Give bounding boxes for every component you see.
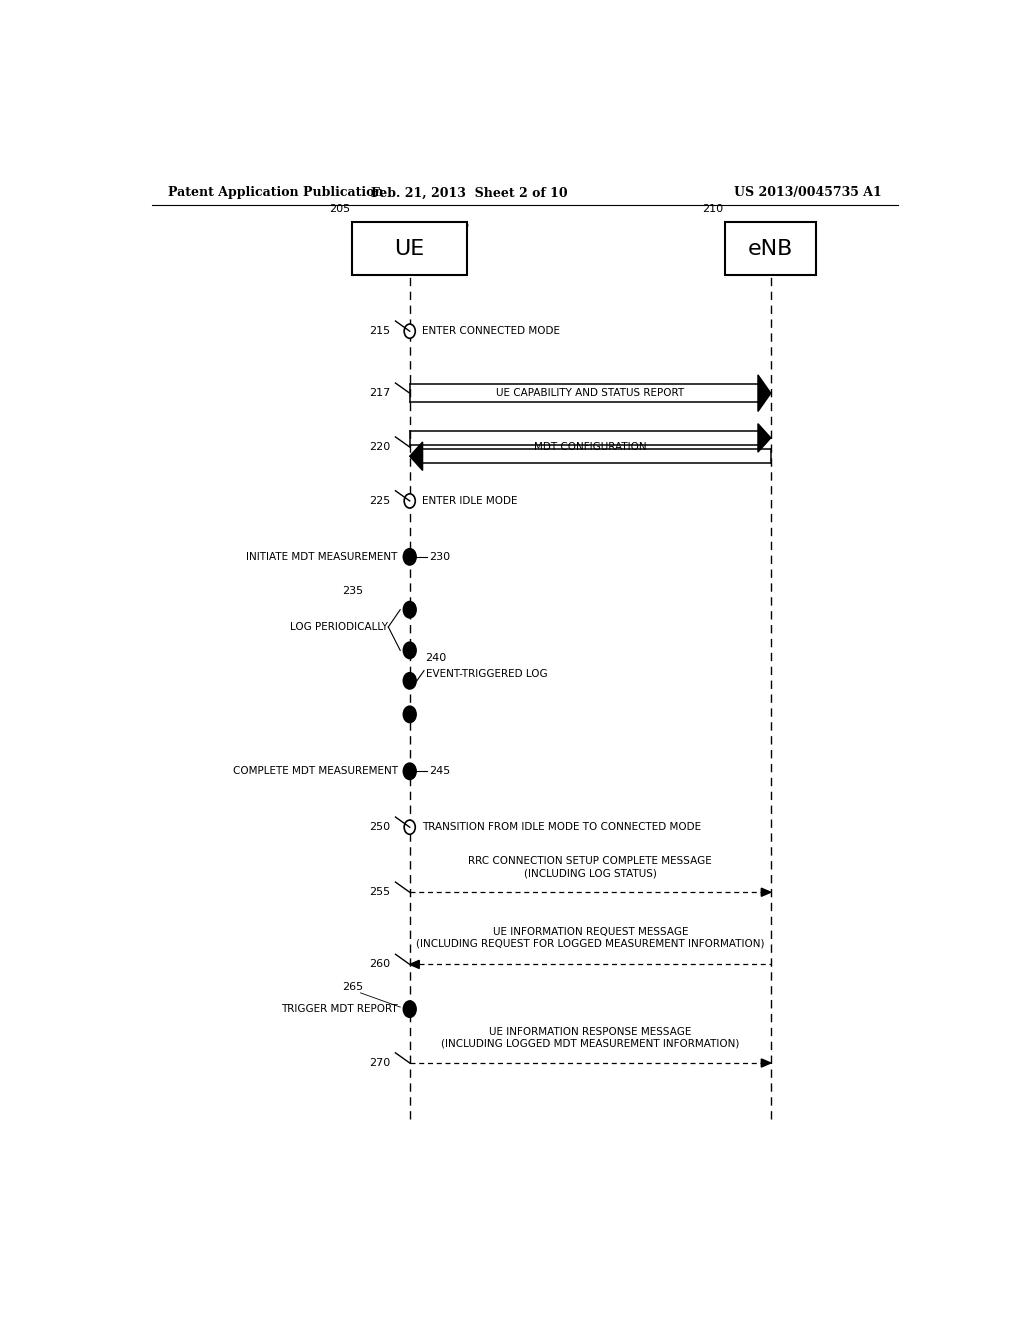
Polygon shape — [761, 1059, 771, 1067]
Text: UE CAPABILITY AND STATUS REPORT: UE CAPABILITY AND STATUS REPORT — [497, 388, 684, 399]
Text: 260: 260 — [369, 960, 390, 969]
Text: Feb. 21, 2013  Sheet 2 of 10: Feb. 21, 2013 Sheet 2 of 10 — [371, 186, 567, 199]
Text: RRC CONNECTION SETUP COMPLETE MESSAGE
(INCLUDING LOG STATUS): RRC CONNECTION SETUP COMPLETE MESSAGE (I… — [468, 857, 712, 878]
Text: 240: 240 — [426, 653, 446, 664]
Polygon shape — [761, 888, 771, 896]
Text: LOG PERIODICALLY: LOG PERIODICALLY — [290, 622, 387, 632]
FancyBboxPatch shape — [725, 223, 816, 276]
Text: COMPLETE MDT MEASUREMENT: COMPLETE MDT MEASUREMENT — [232, 767, 397, 776]
Text: TRANSITION FROM IDLE MODE TO CONNECTED MODE: TRANSITION FROM IDLE MODE TO CONNECTED M… — [422, 822, 700, 832]
Text: 265: 265 — [342, 982, 364, 991]
Text: UE INFORMATION RESPONSE MESSAGE
(INCLUDING LOGGED MDT MEASUREMENT INFORMATION): UE INFORMATION RESPONSE MESSAGE (INCLUDI… — [441, 1027, 739, 1049]
Text: UE: UE — [394, 239, 425, 259]
Circle shape — [403, 602, 416, 618]
Text: ENTER CONNECTED MODE: ENTER CONNECTED MODE — [422, 326, 560, 337]
FancyBboxPatch shape — [352, 223, 467, 276]
Circle shape — [404, 325, 416, 338]
Text: TRIGGER MDT REPORT: TRIGGER MDT REPORT — [282, 1005, 397, 1014]
Text: 217: 217 — [369, 388, 390, 399]
Text: US 2013/0045735 A1: US 2013/0045735 A1 — [734, 186, 882, 199]
Text: 205: 205 — [329, 205, 350, 214]
Text: 230: 230 — [430, 552, 451, 562]
Circle shape — [403, 643, 416, 659]
Circle shape — [403, 763, 416, 779]
Text: eNB: eNB — [749, 239, 794, 259]
Text: 235: 235 — [342, 586, 364, 597]
Circle shape — [403, 1001, 416, 1018]
Text: Patent Application Publication: Patent Application Publication — [168, 186, 383, 199]
Text: MDT CONFIGURATION: MDT CONFIGURATION — [534, 442, 646, 451]
Text: 220: 220 — [369, 442, 390, 451]
Polygon shape — [758, 424, 771, 453]
Circle shape — [404, 820, 416, 834]
Text: 270: 270 — [369, 1059, 390, 1068]
Circle shape — [404, 494, 416, 508]
Text: UE INFORMATION REQUEST MESSAGE
(INCLUDING REQUEST FOR LOGGED MEASUREMENT INFORMA: UE INFORMATION REQUEST MESSAGE (INCLUDIN… — [416, 927, 765, 948]
Text: ENTER IDLE MODE: ENTER IDLE MODE — [422, 496, 517, 506]
Circle shape — [403, 706, 416, 722]
Text: 245: 245 — [430, 767, 451, 776]
Text: EVENT-TRIGGERED LOG: EVENT-TRIGGERED LOG — [426, 669, 547, 678]
Circle shape — [403, 549, 416, 565]
Polygon shape — [410, 961, 419, 969]
Text: 250: 250 — [369, 822, 390, 832]
Polygon shape — [410, 442, 423, 470]
Text: 225: 225 — [369, 496, 390, 506]
Text: FIG. 2: FIG. 2 — [421, 220, 470, 239]
Circle shape — [403, 673, 416, 689]
Text: 215: 215 — [369, 326, 390, 337]
Text: 210: 210 — [701, 205, 723, 214]
Text: INITIATE MDT MEASUREMENT: INITIATE MDT MEASUREMENT — [247, 552, 397, 562]
Polygon shape — [758, 375, 771, 412]
Text: 255: 255 — [369, 887, 390, 898]
